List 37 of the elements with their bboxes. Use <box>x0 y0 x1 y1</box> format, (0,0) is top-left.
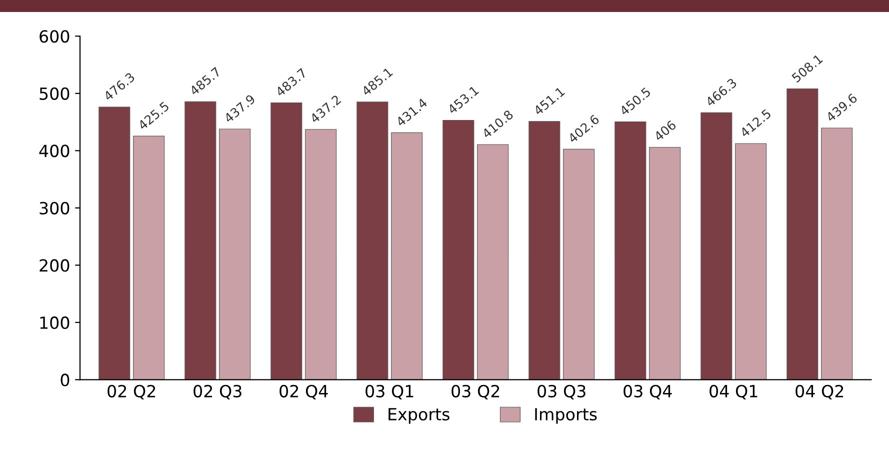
y-tick-label: 0 <box>60 374 70 386</box>
bar <box>649 146 681 380</box>
bar <box>614 121 646 380</box>
bar <box>528 121 560 380</box>
bar <box>133 136 165 380</box>
bar <box>391 132 423 380</box>
y-tick-label: 400 <box>39 144 70 158</box>
bar <box>219 128 251 380</box>
bar <box>700 112 732 380</box>
x-tick-label: 03 Q3 <box>538 384 586 400</box>
bar <box>270 102 302 380</box>
bar <box>821 128 853 380</box>
x-tick-label: 02 Q3 <box>194 384 242 400</box>
x-tick-label: 04 Q2 <box>796 384 844 400</box>
x-tick-label: 02 Q2 <box>108 384 156 400</box>
y-tick-label: 100 <box>40 316 70 329</box>
bar <box>786 88 818 380</box>
y-tick-label: 500 <box>40 87 70 100</box>
bar <box>563 148 595 380</box>
bar <box>735 143 767 380</box>
bar <box>184 101 216 380</box>
y-tick-label: 300 <box>40 202 70 214</box>
x-tick-label: 04 Q1 <box>710 384 758 400</box>
x-tick-label: 03 Q2 <box>452 384 500 400</box>
bar <box>305 129 337 380</box>
y-tick-label: 600 <box>40 30 70 43</box>
legend-label: Imports <box>535 408 597 424</box>
legend-label: Exports <box>388 408 450 424</box>
x-tick-label: 03 Q1 <box>366 384 414 400</box>
data-label: 406 <box>653 120 677 142</box>
x-tick-label: 02 Q4 <box>280 384 328 400</box>
y-tick-label: 200 <box>40 259 70 272</box>
bar <box>98 106 130 380</box>
x-tick-label: 03 Q4 <box>624 384 672 400</box>
bar <box>442 120 474 380</box>
bar <box>477 144 509 380</box>
bar <box>356 102 388 380</box>
